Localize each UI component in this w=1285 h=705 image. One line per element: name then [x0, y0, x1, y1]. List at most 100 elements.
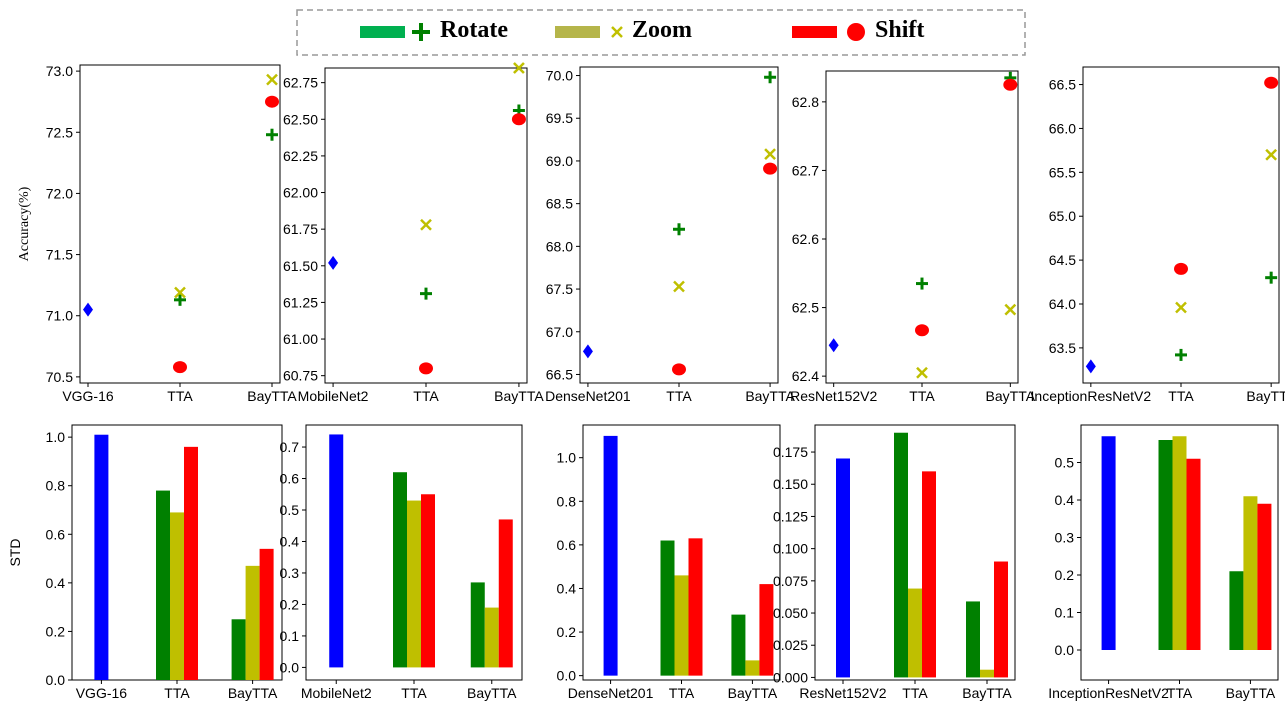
accuracy-plot-5: 63.5 64.0 64.5 65.0 65.5 66.0 66.5 InceptionRes…: [1031, 66, 1285, 404]
x-tick-label: BayTTA: [1246, 388, 1285, 404]
y-tick-label: 0.125: [773, 508, 808, 524]
x-tick-label: TTA: [669, 685, 695, 701]
legend-rotate-label: Rotate: [440, 17, 508, 43]
x-tick-label: TTA: [902, 685, 928, 701]
shift-circle-point: [419, 362, 433, 375]
accuracy-plot-2: 60.75 61.00 61.25 61.50 61.75 62.00 62.25 62.50…: [283, 62, 544, 404]
y-tick-label: 69.0: [546, 153, 573, 169]
rotate-plus-point: [916, 277, 928, 290]
zoom-cross-stroke: [916, 366, 928, 379]
shift-bar: [994, 561, 1008, 678]
x-tick-label: BayTTA: [247, 388, 297, 404]
y-tick-label: 0.8: [557, 493, 577, 509]
y-tick-label: 62.5: [792, 300, 819, 316]
y-tick-label: 0.4: [557, 580, 577, 596]
cross-marker-icon: [611, 26, 623, 38]
rotate-bar: [1158, 440, 1173, 650]
x-tick-label: VGG-16: [62, 388, 114, 404]
shift-circle-point: [763, 162, 778, 175]
y-axis-title: STD: [7, 539, 23, 567]
zoom-cross-stroke: [513, 62, 525, 74]
y-tick-label: 0.6: [557, 537, 577, 553]
x-tick-label: BayTTA: [228, 685, 278, 701]
x-tick-label: BayTTA: [1226, 685, 1276, 701]
shift-circle-point: [1003, 78, 1018, 91]
baseline-diamond-point: [1085, 359, 1096, 374]
plus-marker-icon: [412, 23, 430, 41]
zoom-cross-point: [916, 366, 928, 379]
y-axis-title: Accuracy(%): [17, 186, 32, 261]
y-tick-label: 72.5: [46, 124, 73, 140]
rotate-plus-point: [1175, 348, 1187, 361]
legend-shift-swatch: [792, 26, 837, 38]
zoom-cross-stroke: [1175, 301, 1187, 314]
y-tick-label: 71.5: [46, 247, 73, 263]
rotate-bar: [231, 619, 246, 680]
rotate-bar: [966, 601, 980, 678]
x-tick-label: TTA: [1168, 388, 1194, 404]
y-tick-label: 70.0: [546, 68, 573, 84]
plot-frame: [1082, 66, 1280, 384]
y-tick-label: 0.4: [46, 575, 66, 591]
std-plot-2: 0.0 0.1 0.2 0.3 0.4 0.5 0.6 0.7 MobileNet2 TTA Bay…: [280, 424, 523, 701]
y-tick-label: 62.75: [283, 75, 318, 91]
legend-rotate-swatch: [360, 26, 405, 38]
shift-bar: [184, 446, 198, 680]
zoom-cross-point: [673, 280, 685, 293]
y-tick-label: 0.4: [280, 533, 300, 549]
y-tick-label: 66.5: [546, 366, 573, 382]
rotate-plus-point: [764, 71, 777, 84]
accuracy-plot-1: 70.5 71.0 71.5 72.0 72.5 73.0 VGG-16 TTA BayTTA A…: [17, 63, 297, 404]
y-tick-label: 0.000: [773, 669, 808, 685]
x-tick-label: DenseNet201: [545, 388, 631, 404]
y-tick-label: 0.5: [1055, 455, 1075, 471]
y-tick-label: 0.175: [773, 444, 808, 460]
y-tick-label: 62.50: [283, 111, 318, 127]
rotate-plus-point: [1265, 271, 1278, 284]
y-tick-label: 66.5: [1049, 77, 1076, 93]
zoom-cross-point: [266, 73, 278, 86]
std-plot-1: 0.0 0.2 0.4 0.6 0.8 1.0 VGG-16 TTA BayTTA STD: [7, 424, 283, 701]
y-tick-label: 0.5: [280, 502, 300, 518]
y-tick-label: 0.050: [773, 605, 808, 621]
y-tick-label: 62.8: [792, 94, 819, 110]
baseline-diamond-point: [328, 255, 339, 270]
rotate-bar: [660, 540, 675, 676]
plot-frame: [79, 64, 281, 384]
rotate-bar: [393, 472, 407, 668]
zoom-bar: [170, 512, 184, 680]
zoom-cross-point: [420, 218, 432, 231]
x-tick-label: TTA: [413, 388, 439, 404]
std-plot-3: 0.0 0.2 0.4 0.6 0.8 1.0 DenseNet201 TTA BayTTA: [557, 424, 781, 701]
y-tick-label: 60.75: [283, 368, 318, 384]
zoom-bar: [745, 660, 760, 676]
y-tick-label: 1.0: [557, 450, 577, 466]
zoom-cross-point: [513, 62, 525, 74]
shift-bar: [421, 494, 435, 668]
legend-zoom-label: Zoom: [632, 17, 692, 43]
y-tick-label: 61.50: [283, 258, 318, 274]
accuracy-plot-3: 66.5 67.0 67.5 68.0 68.5 69.0 69.5 70.0 DenseNet…: [545, 66, 796, 404]
x-tick-label: TTA: [164, 685, 190, 701]
y-tick-label: 0.6: [46, 526, 66, 542]
y-tick-label: 61.75: [283, 221, 318, 237]
rotate-plus-point: [266, 128, 278, 141]
zoom-bar: [908, 588, 922, 678]
y-tick-label: 71.0: [46, 308, 73, 324]
y-tick-label: 67.0: [546, 324, 573, 340]
y-tick-label: 0.0: [1055, 642, 1075, 658]
x-tick-label: InceptionResNetV2: [1031, 388, 1152, 404]
rotate-bar: [156, 490, 170, 680]
x-tick-label: BayTTA: [986, 388, 1036, 404]
x-tick-label: MobileNet2: [298, 388, 369, 404]
zoom-bar: [407, 500, 421, 668]
x-tick-label: BayTTA: [728, 685, 778, 701]
y-tick-label: 0.2: [46, 623, 66, 639]
baseline-diamond-point: [582, 344, 593, 359]
x-tick-label: InceptionResNetV2: [1048, 685, 1169, 701]
y-tick-label: 73.0: [46, 63, 73, 79]
y-tick-label: 68.5: [546, 196, 573, 212]
baseline-diamond-point: [828, 338, 839, 353]
baseline-bar: [836, 458, 850, 678]
